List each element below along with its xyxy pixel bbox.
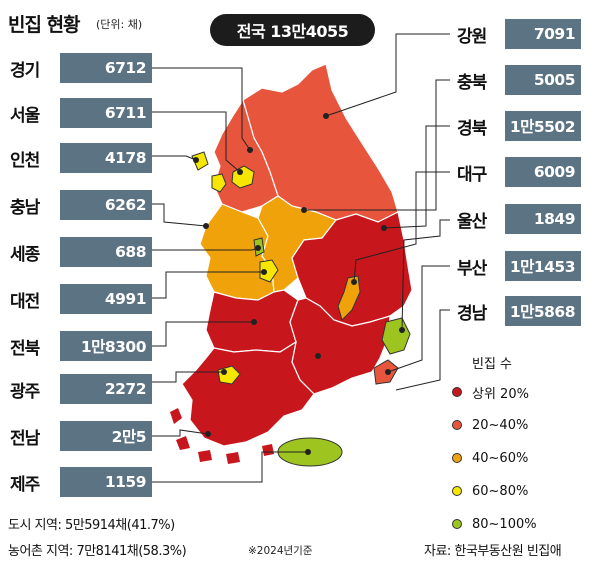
region-row-gyeongbuk: 경북 1만5502 xyxy=(457,111,581,141)
legend-label: 20~40% xyxy=(472,417,529,433)
legend-dot-icon xyxy=(452,519,462,529)
region-value: 688 xyxy=(60,237,152,267)
region-name: 제주 xyxy=(10,474,40,495)
region-row-jeju: 제주 1159 xyxy=(10,467,152,497)
region-value: 6712 xyxy=(60,53,152,83)
legend-label: 80~100% xyxy=(472,516,537,532)
region-row-sejong: 세종 688 xyxy=(10,237,152,267)
region-row-gyeongnam: 경남 1만5868 xyxy=(457,296,581,326)
region-value: 2272 xyxy=(60,374,152,404)
region-name: 경기 xyxy=(10,60,40,81)
region-value: 1159 xyxy=(60,467,152,497)
region-daejeon xyxy=(259,259,279,283)
region-incheon xyxy=(211,173,227,193)
region-jeonnam xyxy=(181,340,315,447)
unit-label: (단위: 채) xyxy=(96,18,143,31)
legend-item: 20~40% xyxy=(452,413,562,437)
region-row-daegu: 대구 6009 xyxy=(457,157,581,187)
legend-label: 40~60% xyxy=(472,450,529,466)
legend-item: 40~60% xyxy=(452,446,562,470)
region-name: 대전 xyxy=(10,291,40,312)
region-name: 울산 xyxy=(457,211,487,232)
region-row-gyeonggi: 경기 6712 xyxy=(10,53,152,83)
region-row-gangwon: 강원 7091 xyxy=(457,19,581,49)
region-ulsan xyxy=(381,317,411,355)
region-name: 강원 xyxy=(457,26,487,47)
region-name: 서울 xyxy=(10,105,40,126)
region-name: 경북 xyxy=(457,118,487,139)
region-name: 세종 xyxy=(10,244,40,265)
legend-label: 상위 20% xyxy=(472,386,529,402)
legend-dot-icon xyxy=(452,453,462,463)
region-row-busan: 부산 1만1453 xyxy=(457,251,581,281)
page-title: 빈집 현황 xyxy=(8,14,81,36)
legend-item: 60~80% xyxy=(452,479,562,503)
region-incheon-island xyxy=(191,151,209,171)
legend-title: 빈집 수 xyxy=(472,357,513,372)
legend: 빈집 수 상위 20% 20~40% 40~60% 60~80% 80~100% xyxy=(452,353,562,545)
region-daegu xyxy=(337,275,361,321)
base-year-note: ※2024년기준 xyxy=(248,545,313,557)
region-name: 충남 xyxy=(10,197,40,218)
region-name: 인천 xyxy=(10,150,40,171)
region-value: 7091 xyxy=(505,19,581,49)
region-name: 부산 xyxy=(457,258,487,279)
region-value: 1만5502 xyxy=(505,111,581,141)
region-value: 1만8300 xyxy=(60,331,152,361)
region-row-jeonbuk: 전북 1만8300 xyxy=(10,331,152,361)
region-row-daejeon: 대전 4991 xyxy=(10,284,152,314)
legend-dot-icon xyxy=(452,486,462,496)
region-value: 1만5868 xyxy=(505,296,581,326)
region-row-chungnam: 충남 6262 xyxy=(10,190,152,220)
region-value: 6711 xyxy=(60,98,152,128)
region-value: 6009 xyxy=(505,157,581,187)
legend-item: 80~100% xyxy=(452,512,562,536)
legend-item: 상위 20% xyxy=(452,380,562,404)
region-name: 전북 xyxy=(10,338,40,359)
total-badge: 전국 13만4055 xyxy=(210,14,375,46)
region-value: 1849 xyxy=(505,204,581,234)
region-row-incheon: 인천 4178 xyxy=(10,143,152,173)
region-value: 6262 xyxy=(60,190,152,220)
legend-dot-icon xyxy=(452,387,462,397)
region-dots xyxy=(193,113,405,455)
region-row-chungbuk: 충북 5005 xyxy=(457,65,581,95)
region-name: 광주 xyxy=(10,381,40,402)
region-name: 경남 xyxy=(457,303,487,324)
legend-dot-icon xyxy=(452,420,462,430)
region-row-ulsan: 울산 1849 xyxy=(457,204,581,234)
rural-stat: 농어촌 지역: 7만8141채(58.3%) xyxy=(8,544,187,559)
source-note: 자료: 한국부동산원 빈집애 xyxy=(424,544,562,559)
region-value: 4178 xyxy=(60,143,152,173)
region-row-jeonnam: 전남 2만5 xyxy=(10,421,152,451)
region-row-seoul: 서울 6711 xyxy=(10,98,152,128)
region-value: 2만5 xyxy=(60,421,152,451)
region-value: 1만1453 xyxy=(505,251,581,281)
region-row-gwangju: 광주 2272 xyxy=(10,374,152,404)
region-name: 충북 xyxy=(457,72,487,93)
region-value: 4991 xyxy=(60,284,152,314)
urban-stat: 도시 지역: 5만5914채(41.7%) xyxy=(8,518,175,533)
region-name: 전남 xyxy=(10,428,40,449)
legend-label: 60~80% xyxy=(472,483,529,499)
region-value: 5005 xyxy=(505,65,581,95)
region-name: 대구 xyxy=(457,164,487,185)
